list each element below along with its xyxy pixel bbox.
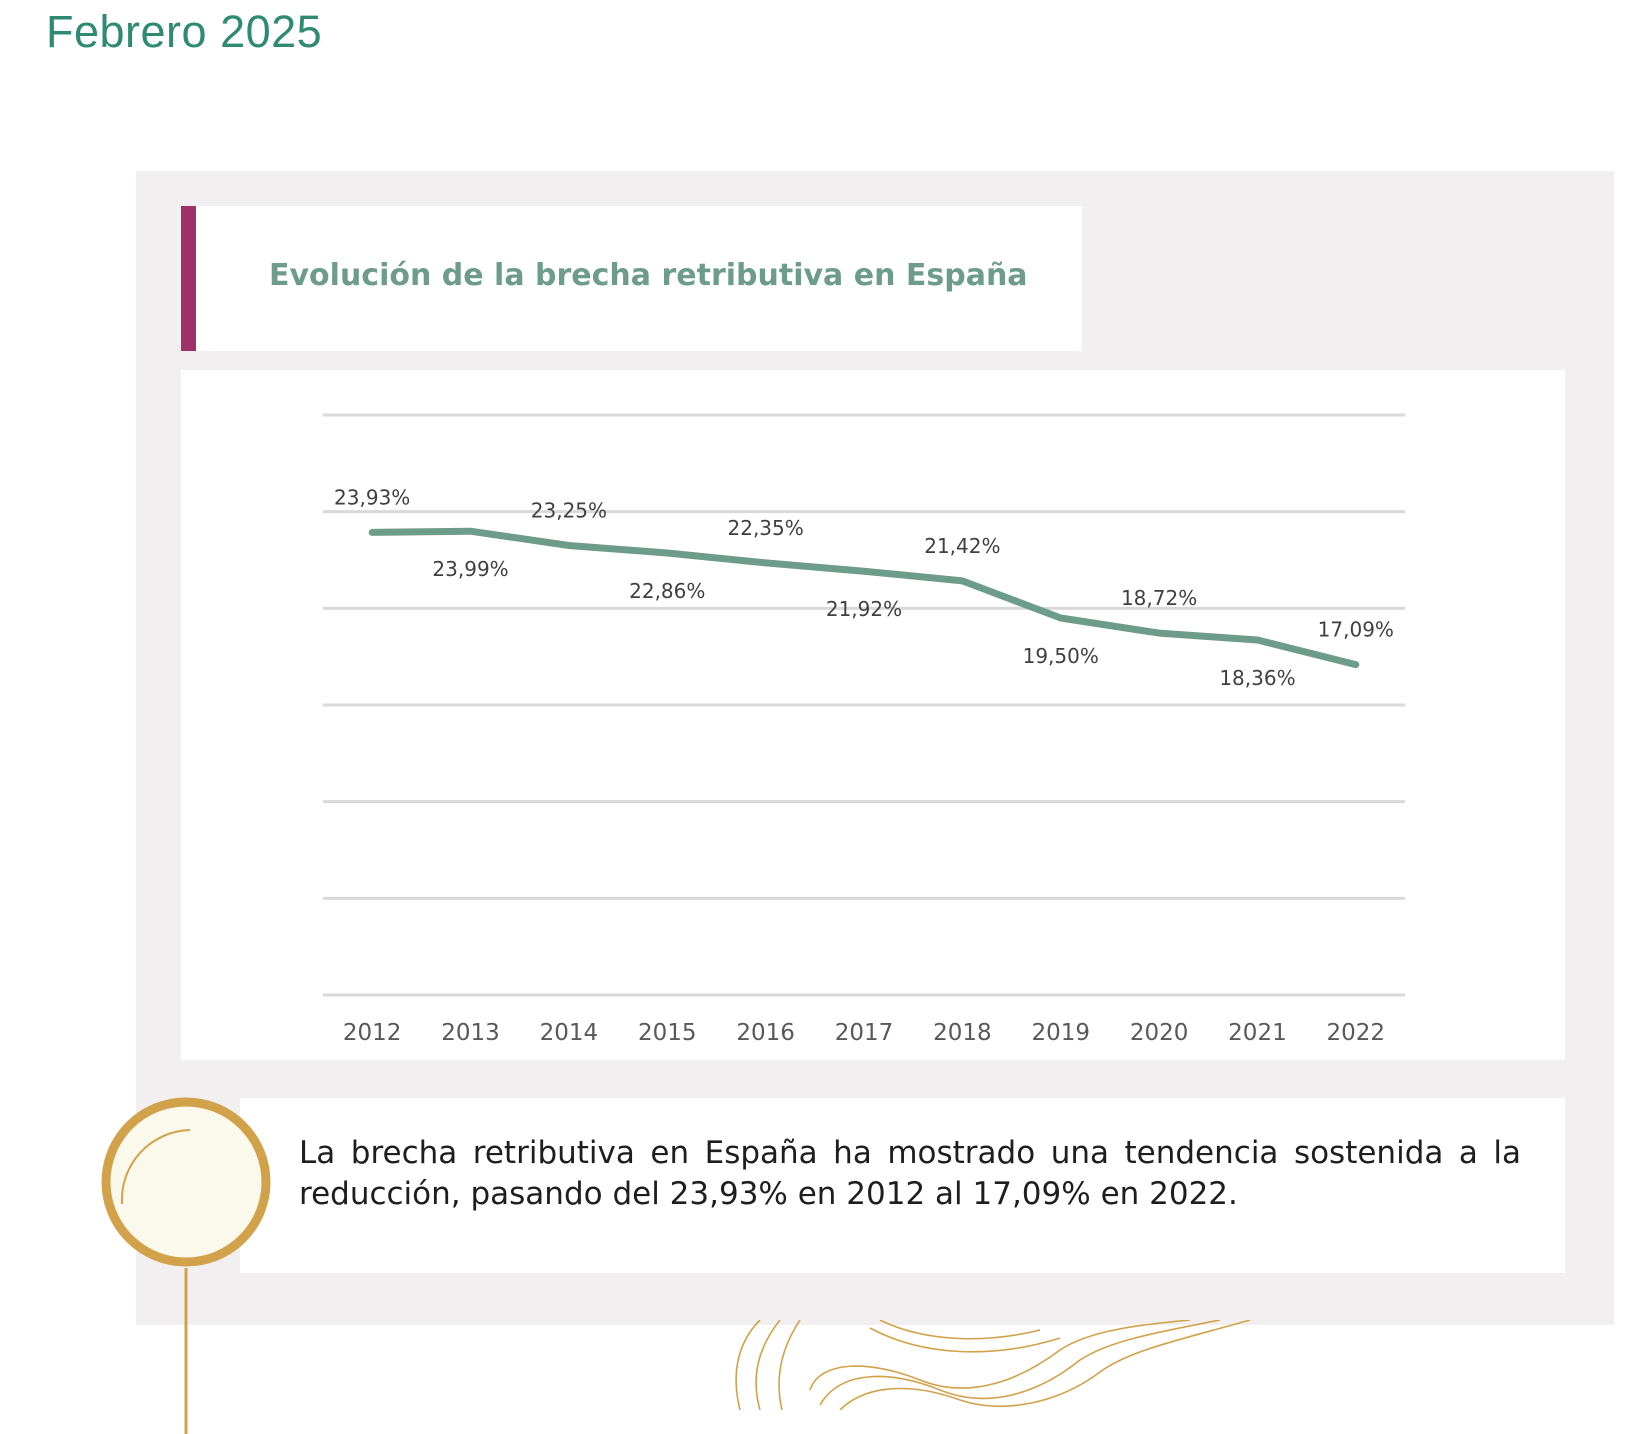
data-point [566, 543, 571, 548]
data-point [1255, 638, 1260, 643]
data-point [960, 578, 965, 583]
x-tick-label: 2014 [540, 1020, 599, 1046]
data-point [468, 529, 473, 534]
x-tick-label: 2017 [835, 1020, 894, 1046]
x-tick-label: 2018 [933, 1020, 992, 1046]
data-label: 23,99% [432, 557, 508, 581]
data-label: 23,93% [334, 485, 410, 509]
x-tick-label: 2015 [638, 1020, 697, 1046]
data-point [763, 560, 768, 565]
magnifier-decoration-icon [101, 1097, 271, 1434]
x-tick-label: 2013 [441, 1020, 500, 1046]
wave-lines-decoration-icon [735, 1320, 1251, 1410]
publication-date: Febrero 2025 [46, 6, 323, 57]
data-point [1058, 616, 1063, 620]
data-label: 17,09% [1318, 618, 1394, 642]
line-chart: 2012 2013 2014 2015 2016 2017 2018 2019 2020 2021… [323, 413, 1405, 1046]
summary-text: La brecha retributiva en España ha mostr… [299, 1135, 1521, 1212]
data-point [1157, 631, 1162, 636]
data-label: 18,36% [1219, 666, 1295, 690]
summary-card: La brecha retributiva en España ha mostr… [240, 1098, 1565, 1273]
data-label: 21,92% [826, 597, 902, 621]
x-tick-label: 2016 [736, 1020, 795, 1046]
data-label: 23,25% [531, 499, 607, 523]
x-tick-label: 2012 [343, 1020, 402, 1046]
data-point [862, 569, 866, 574]
data-label: 18,72% [1121, 586, 1197, 610]
data-point [370, 530, 375, 535]
x-tick-label: 2020 [1130, 1020, 1189, 1046]
x-tick-label: 2022 [1327, 1020, 1386, 1046]
chart-title: Evolución de la brecha retributiva en Es… [269, 258, 1028, 293]
x-tick-label: 2019 [1031, 1020, 1090, 1046]
x-tick-label: 2021 [1228, 1020, 1287, 1046]
data-label: 22,35% [728, 516, 804, 540]
chart-title-card: Evolución de la brecha retributiva en Es… [181, 206, 1082, 351]
data-label: 19,50% [1023, 644, 1099, 668]
chart-card: 2012 2013 2014 2015 2016 2017 2018 2019 2020 2021… [181, 370, 1565, 1060]
data-point [665, 551, 670, 556]
data-label: 21,42% [924, 534, 1000, 558]
data-label: 22,86% [629, 579, 705, 603]
title-accent-bar [181, 206, 196, 351]
data-point [1353, 662, 1358, 667]
